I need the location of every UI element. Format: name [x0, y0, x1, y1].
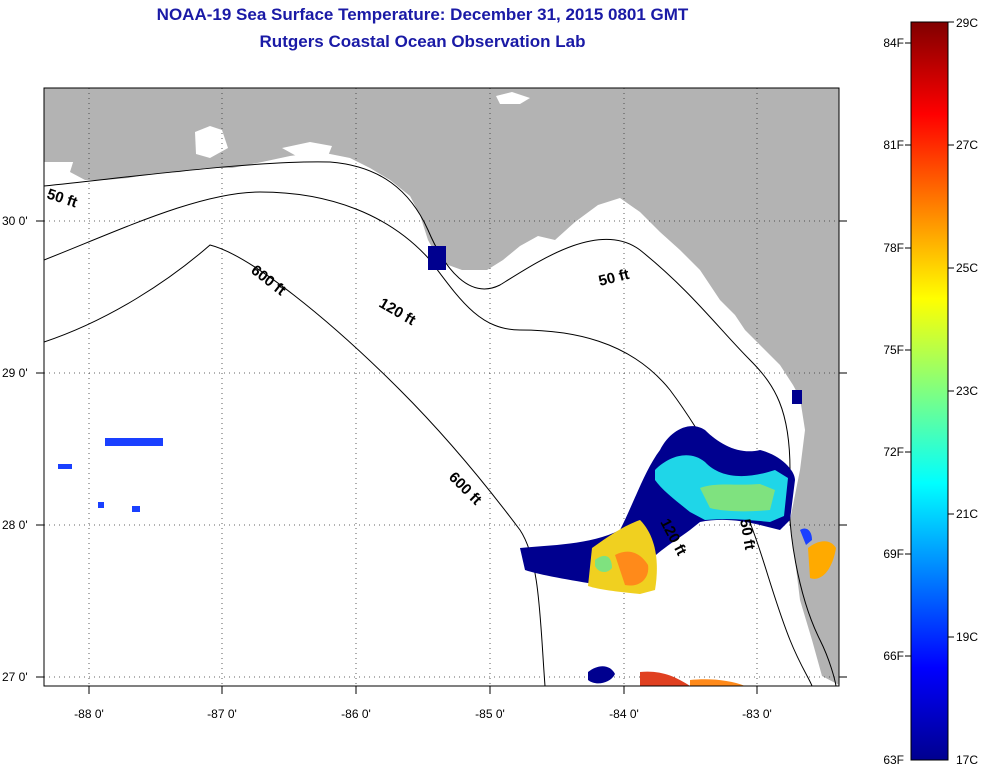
colorbar-c-label: 19C: [956, 630, 978, 644]
colorbar-c-label: 21C: [956, 507, 978, 521]
contour-label: 50 ft: [597, 266, 631, 290]
land-mass: [44, 88, 839, 685]
sst-patch-bottom-orange: [690, 679, 745, 686]
bay: [195, 126, 228, 158]
sst-speck: [792, 390, 802, 404]
lat-label: 27 0': [2, 670, 28, 684]
sst-patch-green: [700, 484, 775, 512]
sst-patch-bottom-blue: [588, 666, 615, 684]
sst-patch-bottom-red: [640, 671, 690, 686]
lon-label: -85 0': [475, 707, 505, 721]
colorbar-c-label: 27C: [956, 138, 978, 152]
contour-120ft: [44, 191, 813, 686]
colorbar-f-label: 66F: [883, 649, 904, 663]
contour-50ft-north: [44, 161, 837, 686]
colorbar-ticks: [905, 21, 954, 657]
sst-patch-cold: [520, 426, 795, 585]
sst-patch-coast-blue: [800, 528, 812, 545]
map-title: NOAA-19 Sea Surface Temperature: Decembe…: [156, 5, 689, 24]
sst-patch-green2: [595, 555, 612, 573]
map-subtitle: Rutgers Coastal Ocean Observation Lab: [259, 32, 586, 51]
colorbar-f-label: 78F: [883, 241, 904, 255]
colorbar-c-label: 17C: [956, 753, 978, 767]
sst-speck: [132, 506, 140, 512]
colorbar-f-label: 63F: [883, 753, 904, 767]
lon-label: -83 0': [742, 707, 772, 721]
lon-label: -87 0': [207, 707, 237, 721]
lon-label: -88 0': [74, 707, 104, 721]
colorbar-f-label: 84F: [883, 36, 904, 50]
colorbar-f-label: 75F: [883, 343, 904, 357]
axis-ticks: [36, 220, 847, 694]
colorbar-f-label: 81F: [883, 138, 904, 152]
colorbar-c-label: 25C: [956, 261, 978, 275]
sst-patch-orange: [615, 551, 649, 586]
colorbar-c-label: 23C: [956, 384, 978, 398]
lon-label: -84 0': [609, 707, 639, 721]
bay: [496, 92, 530, 104]
bay: [282, 142, 332, 158]
sst-speck: [428, 246, 446, 270]
sst-speck: [58, 464, 72, 469]
colorbar-f-label: 72F: [883, 445, 904, 459]
sst-patch-coast: [808, 541, 836, 579]
lon-label: -86 0': [341, 707, 371, 721]
contour-label: 50 ft: [736, 518, 758, 551]
lat-label: 30 0': [2, 214, 28, 228]
sst-speck: [105, 438, 163, 446]
sst-speck: [98, 502, 104, 508]
map-border: [43, 87, 840, 687]
lat-label: 28 0': [2, 518, 28, 532]
sst-data: [58, 246, 836, 686]
colorbar-f-label: 69F: [883, 547, 904, 561]
colorbar-c-label: 29C: [956, 16, 978, 30]
colorbar: [910, 21, 949, 761]
lat-label: 29 0': [2, 366, 28, 380]
